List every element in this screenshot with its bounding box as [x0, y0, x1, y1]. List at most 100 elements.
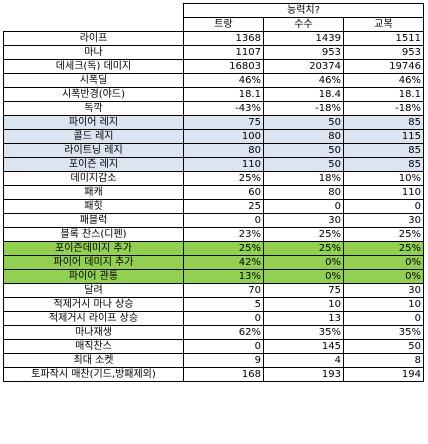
- column-header-trang[interactable]: 트랑: [183, 17, 264, 32]
- value-cell[interactable]: 10%: [343, 171, 424, 186]
- value-cell[interactable]: 35%: [263, 325, 344, 340]
- value-cell[interactable]: 25%: [263, 227, 344, 242]
- value-cell[interactable]: 168: [183, 367, 264, 382]
- value-cell[interactable]: -43%: [183, 101, 264, 116]
- sheet-title[interactable]: 능력치?: [183, 3, 424, 18]
- value-cell[interactable]: 18%: [263, 171, 344, 186]
- row-label-cell[interactable]: 마나: [3, 45, 184, 60]
- row-label-cell[interactable]: 데미지감소: [3, 171, 184, 186]
- row-label-cell[interactable]: 데세크(독) 데미지: [3, 59, 184, 74]
- row-label-cell[interactable]: 파이어 데미지 추가: [3, 255, 184, 270]
- value-cell[interactable]: 46%: [263, 73, 344, 88]
- row-label-cell[interactable]: 라이프: [3, 31, 184, 46]
- row-label-cell[interactable]: 패블럭: [3, 213, 184, 228]
- value-cell[interactable]: 50: [263, 157, 344, 172]
- row-label-cell[interactable]: 파이어 레지: [3, 115, 184, 130]
- value-cell[interactable]: 115: [343, 129, 424, 144]
- row-label-cell[interactable]: 블록 찬스(디펜): [3, 227, 184, 242]
- value-cell[interactable]: 0%: [263, 269, 344, 284]
- value-cell[interactable]: 9: [183, 353, 264, 368]
- value-cell[interactable]: 85: [343, 157, 424, 172]
- value-cell[interactable]: 23%: [183, 227, 264, 242]
- value-cell[interactable]: 46%: [183, 73, 264, 88]
- value-cell[interactable]: 194: [343, 367, 424, 382]
- value-cell[interactable]: 0: [343, 199, 424, 214]
- value-cell[interactable]: 75: [263, 283, 344, 298]
- row-label-cell[interactable]: 달려: [3, 283, 184, 298]
- value-cell[interactable]: 0: [183, 339, 264, 354]
- value-cell[interactable]: 80: [263, 185, 344, 200]
- value-cell[interactable]: 62%: [183, 325, 264, 340]
- row-label-cell[interactable]: 포이즌 레지: [3, 157, 184, 172]
- row-label-cell[interactable]: 라이트닝 레지: [3, 143, 184, 158]
- value-cell[interactable]: 145: [263, 339, 344, 354]
- value-cell[interactable]: 25%: [263, 241, 344, 256]
- row-label-cell[interactable]: 최대 소켓: [3, 353, 184, 368]
- value-cell[interactable]: 1439: [263, 31, 344, 46]
- row-label-cell[interactable]: 패힛: [3, 199, 184, 214]
- value-cell[interactable]: 953: [343, 45, 424, 60]
- value-cell[interactable]: 85: [343, 143, 424, 158]
- value-cell[interactable]: 0%: [343, 255, 424, 270]
- value-cell[interactable]: 30: [263, 213, 344, 228]
- value-cell[interactable]: 18.4: [263, 87, 344, 102]
- value-cell[interactable]: 50: [263, 115, 344, 130]
- value-cell[interactable]: 25%: [343, 227, 424, 242]
- value-cell[interactable]: 30: [343, 213, 424, 228]
- value-cell[interactable]: 193: [263, 367, 344, 382]
- value-cell[interactable]: 35%: [343, 325, 424, 340]
- row-label-cell[interactable]: 포이즌데미지 추가: [3, 241, 184, 256]
- row-label-cell[interactable]: 매직찬스: [3, 339, 184, 354]
- value-cell[interactable]: 80: [263, 129, 344, 144]
- value-cell[interactable]: 20374: [263, 59, 344, 74]
- value-cell[interactable]: 18.1: [343, 87, 424, 102]
- row-label-cell[interactable]: 적제거시 마나 상승: [3, 297, 184, 312]
- value-cell[interactable]: 0: [263, 199, 344, 214]
- value-cell[interactable]: 1511: [343, 31, 424, 46]
- value-cell[interactable]: 60: [183, 185, 264, 200]
- value-cell[interactable]: 0%: [343, 269, 424, 284]
- value-cell[interactable]: 110: [183, 157, 264, 172]
- value-cell[interactable]: 19746: [343, 59, 424, 74]
- value-cell[interactable]: 0: [343, 311, 424, 326]
- value-cell[interactable]: 70: [183, 283, 264, 298]
- value-cell[interactable]: 8: [343, 353, 424, 368]
- value-cell[interactable]: 13: [263, 311, 344, 326]
- value-cell[interactable]: -18%: [263, 101, 344, 116]
- column-header-susu[interactable]: 수수: [263, 17, 344, 32]
- value-cell[interactable]: -18%: [343, 101, 424, 116]
- row-label-cell[interactable]: 토파작시 매찬(기드,방패제외): [3, 367, 184, 382]
- row-label-cell[interactable]: 마나재생: [3, 325, 184, 340]
- value-cell[interactable]: 0: [183, 311, 264, 326]
- row-label-cell[interactable]: 패캐: [3, 185, 184, 200]
- value-cell[interactable]: 85: [343, 115, 424, 130]
- value-cell[interactable]: 50: [263, 143, 344, 158]
- row-label-cell[interactable]: 시폭딜: [3, 73, 184, 88]
- value-cell[interactable]: 30: [343, 283, 424, 298]
- value-cell[interactable]: 1368: [183, 31, 264, 46]
- value-cell[interactable]: 25%: [343, 241, 424, 256]
- column-header-uniform[interactable]: 교복: [343, 17, 424, 32]
- value-cell[interactable]: 25%: [183, 241, 264, 256]
- value-cell[interactable]: 25%: [183, 171, 264, 186]
- value-cell[interactable]: 25: [183, 199, 264, 214]
- value-cell[interactable]: 75: [183, 115, 264, 130]
- value-cell[interactable]: 50: [343, 339, 424, 354]
- value-cell[interactable]: 18.1: [183, 87, 264, 102]
- value-cell[interactable]: 13%: [183, 269, 264, 284]
- value-cell[interactable]: 10: [263, 297, 344, 312]
- value-cell[interactable]: 953: [263, 45, 344, 60]
- value-cell[interactable]: 0%: [263, 255, 344, 270]
- value-cell[interactable]: 110: [343, 185, 424, 200]
- row-label-cell[interactable]: 시폭반경(야드): [3, 87, 184, 102]
- value-cell[interactable]: 4: [263, 353, 344, 368]
- row-label-cell[interactable]: 독깍: [3, 101, 184, 116]
- value-cell[interactable]: 42%: [183, 255, 264, 270]
- row-label-cell[interactable]: 콜드 레지: [3, 129, 184, 144]
- value-cell[interactable]: 46%: [343, 73, 424, 88]
- value-cell[interactable]: 5: [183, 297, 264, 312]
- value-cell[interactable]: 1107: [183, 45, 264, 60]
- value-cell[interactable]: 80: [183, 143, 264, 158]
- value-cell[interactable]: 10: [343, 297, 424, 312]
- row-label-cell[interactable]: 적제거시 라이프 상승: [3, 311, 184, 326]
